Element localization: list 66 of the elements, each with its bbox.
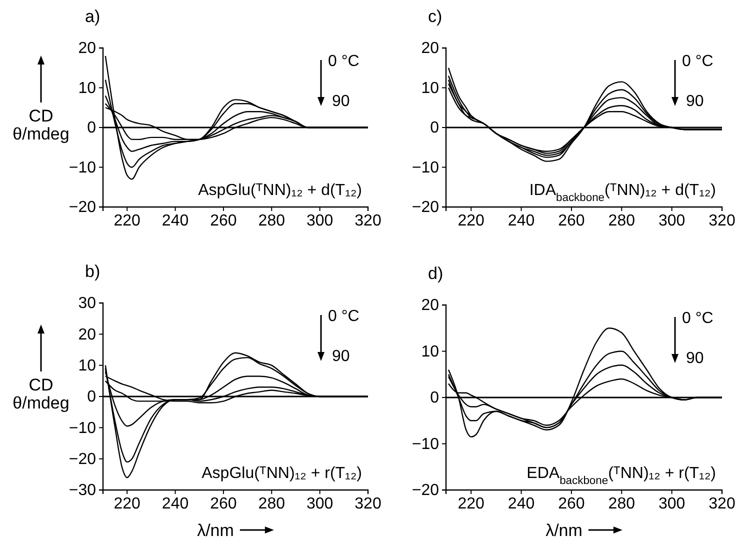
- x-tick-label: 300: [306, 495, 334, 512]
- x-tick-label: 260: [558, 212, 585, 230]
- y-tick-label: −20: [412, 199, 440, 216]
- x-tick-label: 280: [608, 495, 636, 512]
- y-tick-label: −20: [68, 199, 96, 216]
- y-tick-label: −10: [412, 159, 440, 176]
- annotation: 0 °C: [328, 308, 360, 325]
- x-axis-title: λ/nm: [197, 521, 234, 540]
- annotation: 0 °C: [682, 53, 714, 70]
- x-tick-label: 280: [608, 212, 636, 230]
- annotation: 0 °C: [682, 310, 714, 327]
- annotation: 90: [686, 350, 704, 367]
- x-tick-label: 240: [162, 495, 189, 512]
- annotation: 0 °C: [328, 53, 360, 70]
- x-tick-label: 320: [354, 212, 382, 230]
- y-tick-label: −10: [68, 420, 96, 437]
- x-axis-title: λ/nm: [546, 521, 582, 540]
- x-tick-label: 260: [558, 495, 585, 512]
- x-tick-label: 280: [258, 495, 286, 512]
- y-tick-label: −20: [412, 482, 440, 500]
- chart-title: b): [85, 262, 100, 281]
- y-axis-title: CD θ/mdeg: [12, 376, 70, 412]
- annotation: AspGlu(ᵀNN)₁₂ + d(T₁₂): [198, 182, 362, 199]
- x-tick-label: 220: [114, 212, 141, 230]
- annotation: 90: [686, 93, 704, 110]
- y-tick-label: 20: [421, 40, 440, 58]
- y-tick-label: 0: [87, 120, 96, 137]
- x-tick-label: 300: [306, 212, 334, 230]
- y-tick-label: 20: [78, 326, 96, 344]
- x-tick-label: 220: [114, 495, 141, 512]
- annotation: IDA$_{backbone}$(ᵀNN)₁₂ + d(T₁₂): [529, 182, 716, 204]
- x-tick-label: 320: [708, 212, 736, 230]
- x-tick-label: 260: [210, 212, 237, 230]
- y-axis-title: CD θ/mdeg: [12, 106, 70, 144]
- chart-title: c): [428, 7, 442, 26]
- x-tick-label: 240: [508, 495, 535, 512]
- x-tick-label: 300: [658, 212, 686, 230]
- x-tick-label: 240: [162, 212, 189, 230]
- annotation: 90: [332, 348, 350, 365]
- x-tick-label: 300: [658, 495, 686, 512]
- y-tick-label: 20: [421, 297, 440, 314]
- y-tick-label: 20: [78, 40, 96, 58]
- y-tick-label: 10: [78, 80, 96, 97]
- chart-title: a): [85, 7, 100, 26]
- y-tick-label: −20: [68, 450, 96, 468]
- x-tick-label: 240: [508, 212, 535, 230]
- x-tick-label: 280: [258, 212, 286, 230]
- y-tick-label: 10: [421, 80, 440, 97]
- annotation: 90: [332, 93, 350, 110]
- x-tick-label: 220: [458, 212, 485, 230]
- y-tick-label: −10: [412, 436, 440, 453]
- annotation: AspGlu(ᵀNN)₁₂ + r(T₁₂): [202, 465, 362, 482]
- y-tick-label: −30: [68, 482, 96, 500]
- chart-title: d): [428, 264, 444, 283]
- x-tick-label: 320: [708, 495, 736, 512]
- y-tick-label: 10: [78, 357, 96, 374]
- x-tick-label: 220: [458, 495, 485, 512]
- x-tick-label: 260: [210, 495, 237, 512]
- annotation: EDA$_{backbone}$(ᵀNN)₁₂ + r(T₁₂): [526, 465, 716, 487]
- y-tick-label: 0: [430, 390, 440, 407]
- y-tick-label: −10: [68, 159, 96, 176]
- y-tick-label: 30: [78, 295, 96, 312]
- y-tick-label: 0: [430, 120, 440, 137]
- y-tick-label: 10: [421, 343, 440, 360]
- y-tick-label: 0: [87, 388, 96, 406]
- x-tick-label: 320: [354, 495, 382, 512]
